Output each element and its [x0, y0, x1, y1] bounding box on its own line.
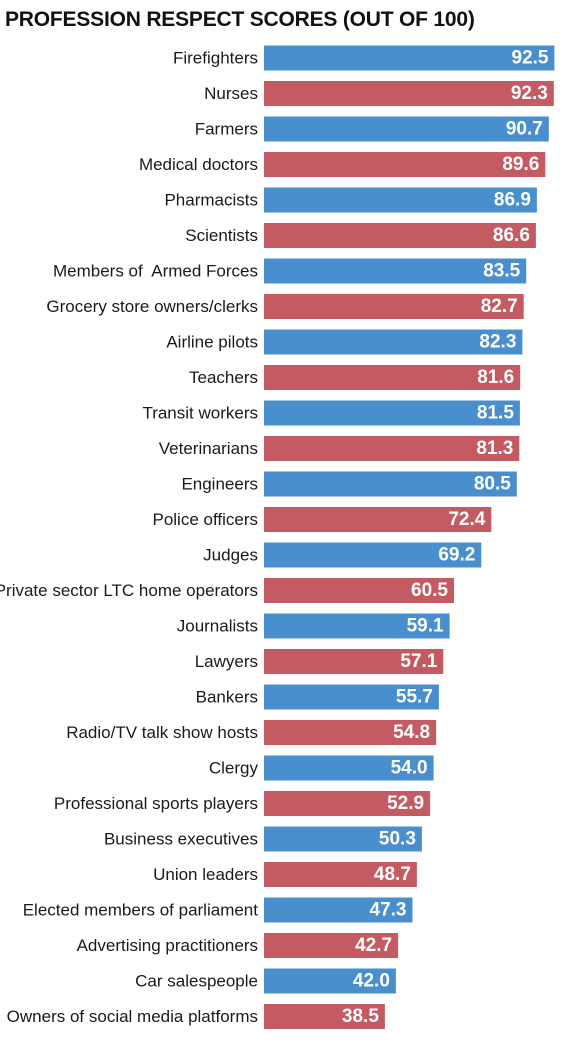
category-label-12: Veterinarians: [159, 439, 258, 458]
bar-2: [264, 81, 554, 106]
bar-9: [264, 329, 523, 355]
category-label-27: Car salespeople: [135, 972, 258, 991]
bar-13: [264, 471, 517, 497]
category-label-16: Private sector LTC home operators: [0, 581, 258, 600]
category-label-10: Teachers: [189, 368, 258, 387]
value-label-26: 42.7: [355, 935, 392, 956]
category-label-18: Lawyers: [195, 652, 258, 671]
value-label-22: 52.9: [387, 793, 424, 814]
value-label-23: 50.3: [379, 829, 416, 850]
bar-7: [264, 258, 527, 284]
bar-22: [264, 791, 431, 816]
category-label-5: Pharmacists: [164, 191, 258, 210]
bar-24: [264, 862, 417, 887]
chart-title: PROFESSION RESPECT SCORES (OUT OF 100): [5, 8, 475, 31]
value-label-2: 92.3: [511, 83, 548, 104]
value-label-17: 59.1: [407, 616, 444, 637]
category-label-24: Union leaders: [153, 865, 258, 884]
value-label-25: 47.3: [370, 900, 407, 921]
category-label-23: Business executives: [104, 830, 258, 849]
value-label-4: 89.6: [502, 154, 539, 175]
category-label-1: Firefighters: [173, 49, 258, 68]
category-label-14: Police officers: [152, 510, 258, 529]
value-label-11: 81.5: [477, 403, 514, 424]
value-label-13: 80.5: [474, 474, 511, 495]
category-label-21: Clergy: [209, 759, 259, 778]
bar-25: [264, 897, 413, 923]
bar-12: [264, 436, 520, 461]
bar-23: [264, 826, 422, 852]
bar-3: [264, 116, 549, 142]
value-label-16: 60.5: [411, 580, 448, 601]
value-label-28: 38.5: [342, 1006, 379, 1027]
category-label-13: Engineers: [181, 475, 258, 494]
value-label-1: 92.5: [512, 48, 549, 69]
bar-14: [264, 507, 492, 532]
bar-4: [264, 152, 546, 177]
category-label-6: Scientists: [185, 226, 258, 245]
value-label-12: 81.3: [476, 438, 513, 459]
value-label-18: 57.1: [400, 651, 437, 672]
bar-15: [264, 542, 482, 568]
bar-1: [264, 45, 555, 71]
bar-17: [264, 613, 450, 639]
category-label-8: Grocery store owners/clerks: [46, 297, 258, 316]
bar-26: [264, 933, 399, 958]
bar-5: [264, 187, 537, 213]
value-label-14: 72.4: [448, 509, 485, 530]
value-label-9: 82.3: [479, 332, 516, 353]
category-label-2: Nurses: [204, 84, 258, 103]
category-label-15: Judges: [203, 546, 258, 565]
bar-21: [264, 755, 434, 781]
category-label-22: Professional sports players: [54, 794, 258, 813]
category-label-9: Airline pilots: [166, 333, 258, 352]
value-label-15: 69.2: [438, 545, 475, 566]
category-label-19: Bankers: [196, 688, 258, 707]
value-label-21: 54.0: [391, 758, 428, 779]
value-label-10: 81.6: [477, 367, 514, 388]
bar-20: [264, 720, 437, 745]
value-label-24: 48.7: [374, 864, 411, 885]
value-label-6: 86.6: [493, 225, 530, 246]
bar-27: [264, 968, 396, 994]
value-label-3: 90.7: [506, 119, 543, 140]
value-label-20: 54.8: [393, 722, 430, 743]
category-label-28: Owners of social media platforms: [7, 1007, 258, 1026]
bar-11: [264, 400, 520, 426]
bar-19: [264, 684, 439, 710]
category-label-26: Advertising practitioners: [77, 936, 258, 955]
value-label-19: 55.7: [396, 687, 433, 708]
value-label-8: 82.7: [481, 296, 518, 317]
category-label-25: Elected members of parliament: [23, 901, 259, 920]
bar-18: [264, 649, 444, 674]
bar-10: [264, 365, 521, 390]
category-label-17: Journalists: [177, 617, 258, 636]
category-label-7: Members of Armed Forces: [53, 262, 258, 281]
bar-6: [264, 223, 536, 248]
category-label-11: Transit workers: [142, 404, 258, 423]
bar-8: [264, 294, 524, 319]
category-label-4: Medical doctors: [139, 155, 258, 174]
value-label-27: 42.0: [353, 971, 390, 992]
category-label-3: Farmers: [195, 120, 258, 139]
bar-28: [264, 1004, 385, 1029]
category-label-20: Radio/TV talk show hosts: [66, 723, 258, 742]
value-label-7: 83.5: [483, 261, 520, 282]
value-label-5: 86.9: [494, 190, 531, 211]
bar-16: [264, 578, 454, 603]
